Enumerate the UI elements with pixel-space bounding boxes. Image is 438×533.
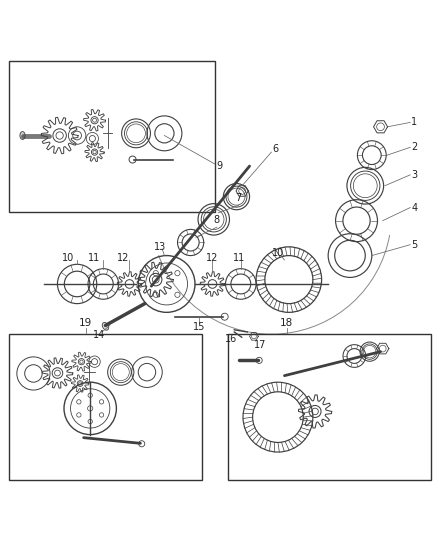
Text: 10: 10 [62, 253, 74, 263]
Text: 10: 10 [272, 248, 284, 259]
Text: 14: 14 [93, 330, 105, 341]
Text: 17: 17 [254, 340, 267, 350]
Bar [10, 334, 201, 480]
Text: 6: 6 [273, 143, 279, 154]
Text: 12: 12 [206, 253, 219, 263]
Text: 15: 15 [193, 322, 205, 332]
Text: 18: 18 [280, 318, 293, 328]
Text: 5: 5 [411, 240, 417, 249]
Text: 8: 8 [214, 215, 220, 224]
Text: 4: 4 [411, 203, 417, 213]
Text: 11: 11 [233, 253, 245, 263]
Text: 2: 2 [411, 142, 417, 152]
Text: 13: 13 [154, 242, 166, 252]
Ellipse shape [20, 132, 25, 140]
Text: 7: 7 [236, 193, 242, 203]
Bar [228, 334, 431, 480]
Bar [10, 61, 215, 212]
Text: 1: 1 [411, 117, 417, 127]
Text: 9: 9 [216, 161, 222, 171]
Text: 16: 16 [225, 334, 237, 344]
Text: 19: 19 [79, 318, 92, 328]
Text: 11: 11 [88, 253, 101, 263]
Text: 3: 3 [411, 170, 417, 180]
Text: 12: 12 [117, 253, 129, 263]
Ellipse shape [102, 322, 109, 330]
